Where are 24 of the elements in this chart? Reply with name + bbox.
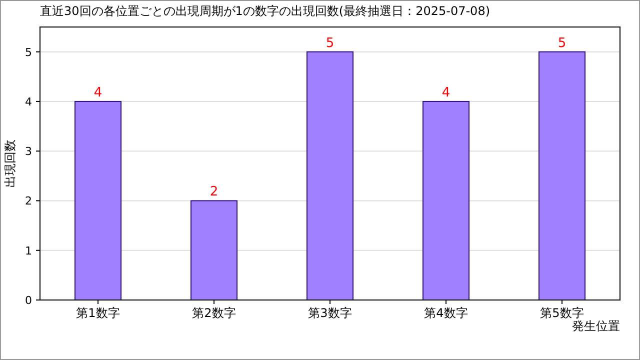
y-axis-title: 出現回数 [3,140,17,188]
bar [538,51,586,300]
data-label: 4 [442,85,450,100]
bar [74,100,122,300]
y-tick-label: 3 [25,145,32,158]
bar [306,51,354,300]
x-tick-label: 第4数字 [424,306,468,320]
y-tick-label: 4 [25,95,32,108]
chart-title: 直近30回の各位置ごとの出現周期が1の数字の出現回数(最終抽選日：2025-07-08) [40,4,490,18]
bar [422,100,470,300]
y-tick-label: 5 [25,46,32,59]
x-tick-label: 第3数字 [308,306,352,320]
x-tick-label: 第1数字 [76,306,120,320]
x-axis-title: 発生位置 [572,319,620,333]
y-tick-label: 2 [25,194,32,208]
x-tick-label: 第2数字 [192,306,236,320]
data-label: 2 [210,184,218,200]
y-tick-label: 0 [25,294,32,307]
y-tick-label: 1 [25,244,32,258]
x-tick-label: 第5数字 [540,306,584,320]
bar [190,200,238,300]
data-label: 5 [558,36,566,51]
data-label: 5 [326,36,334,51]
data-label: 4 [94,85,102,100]
